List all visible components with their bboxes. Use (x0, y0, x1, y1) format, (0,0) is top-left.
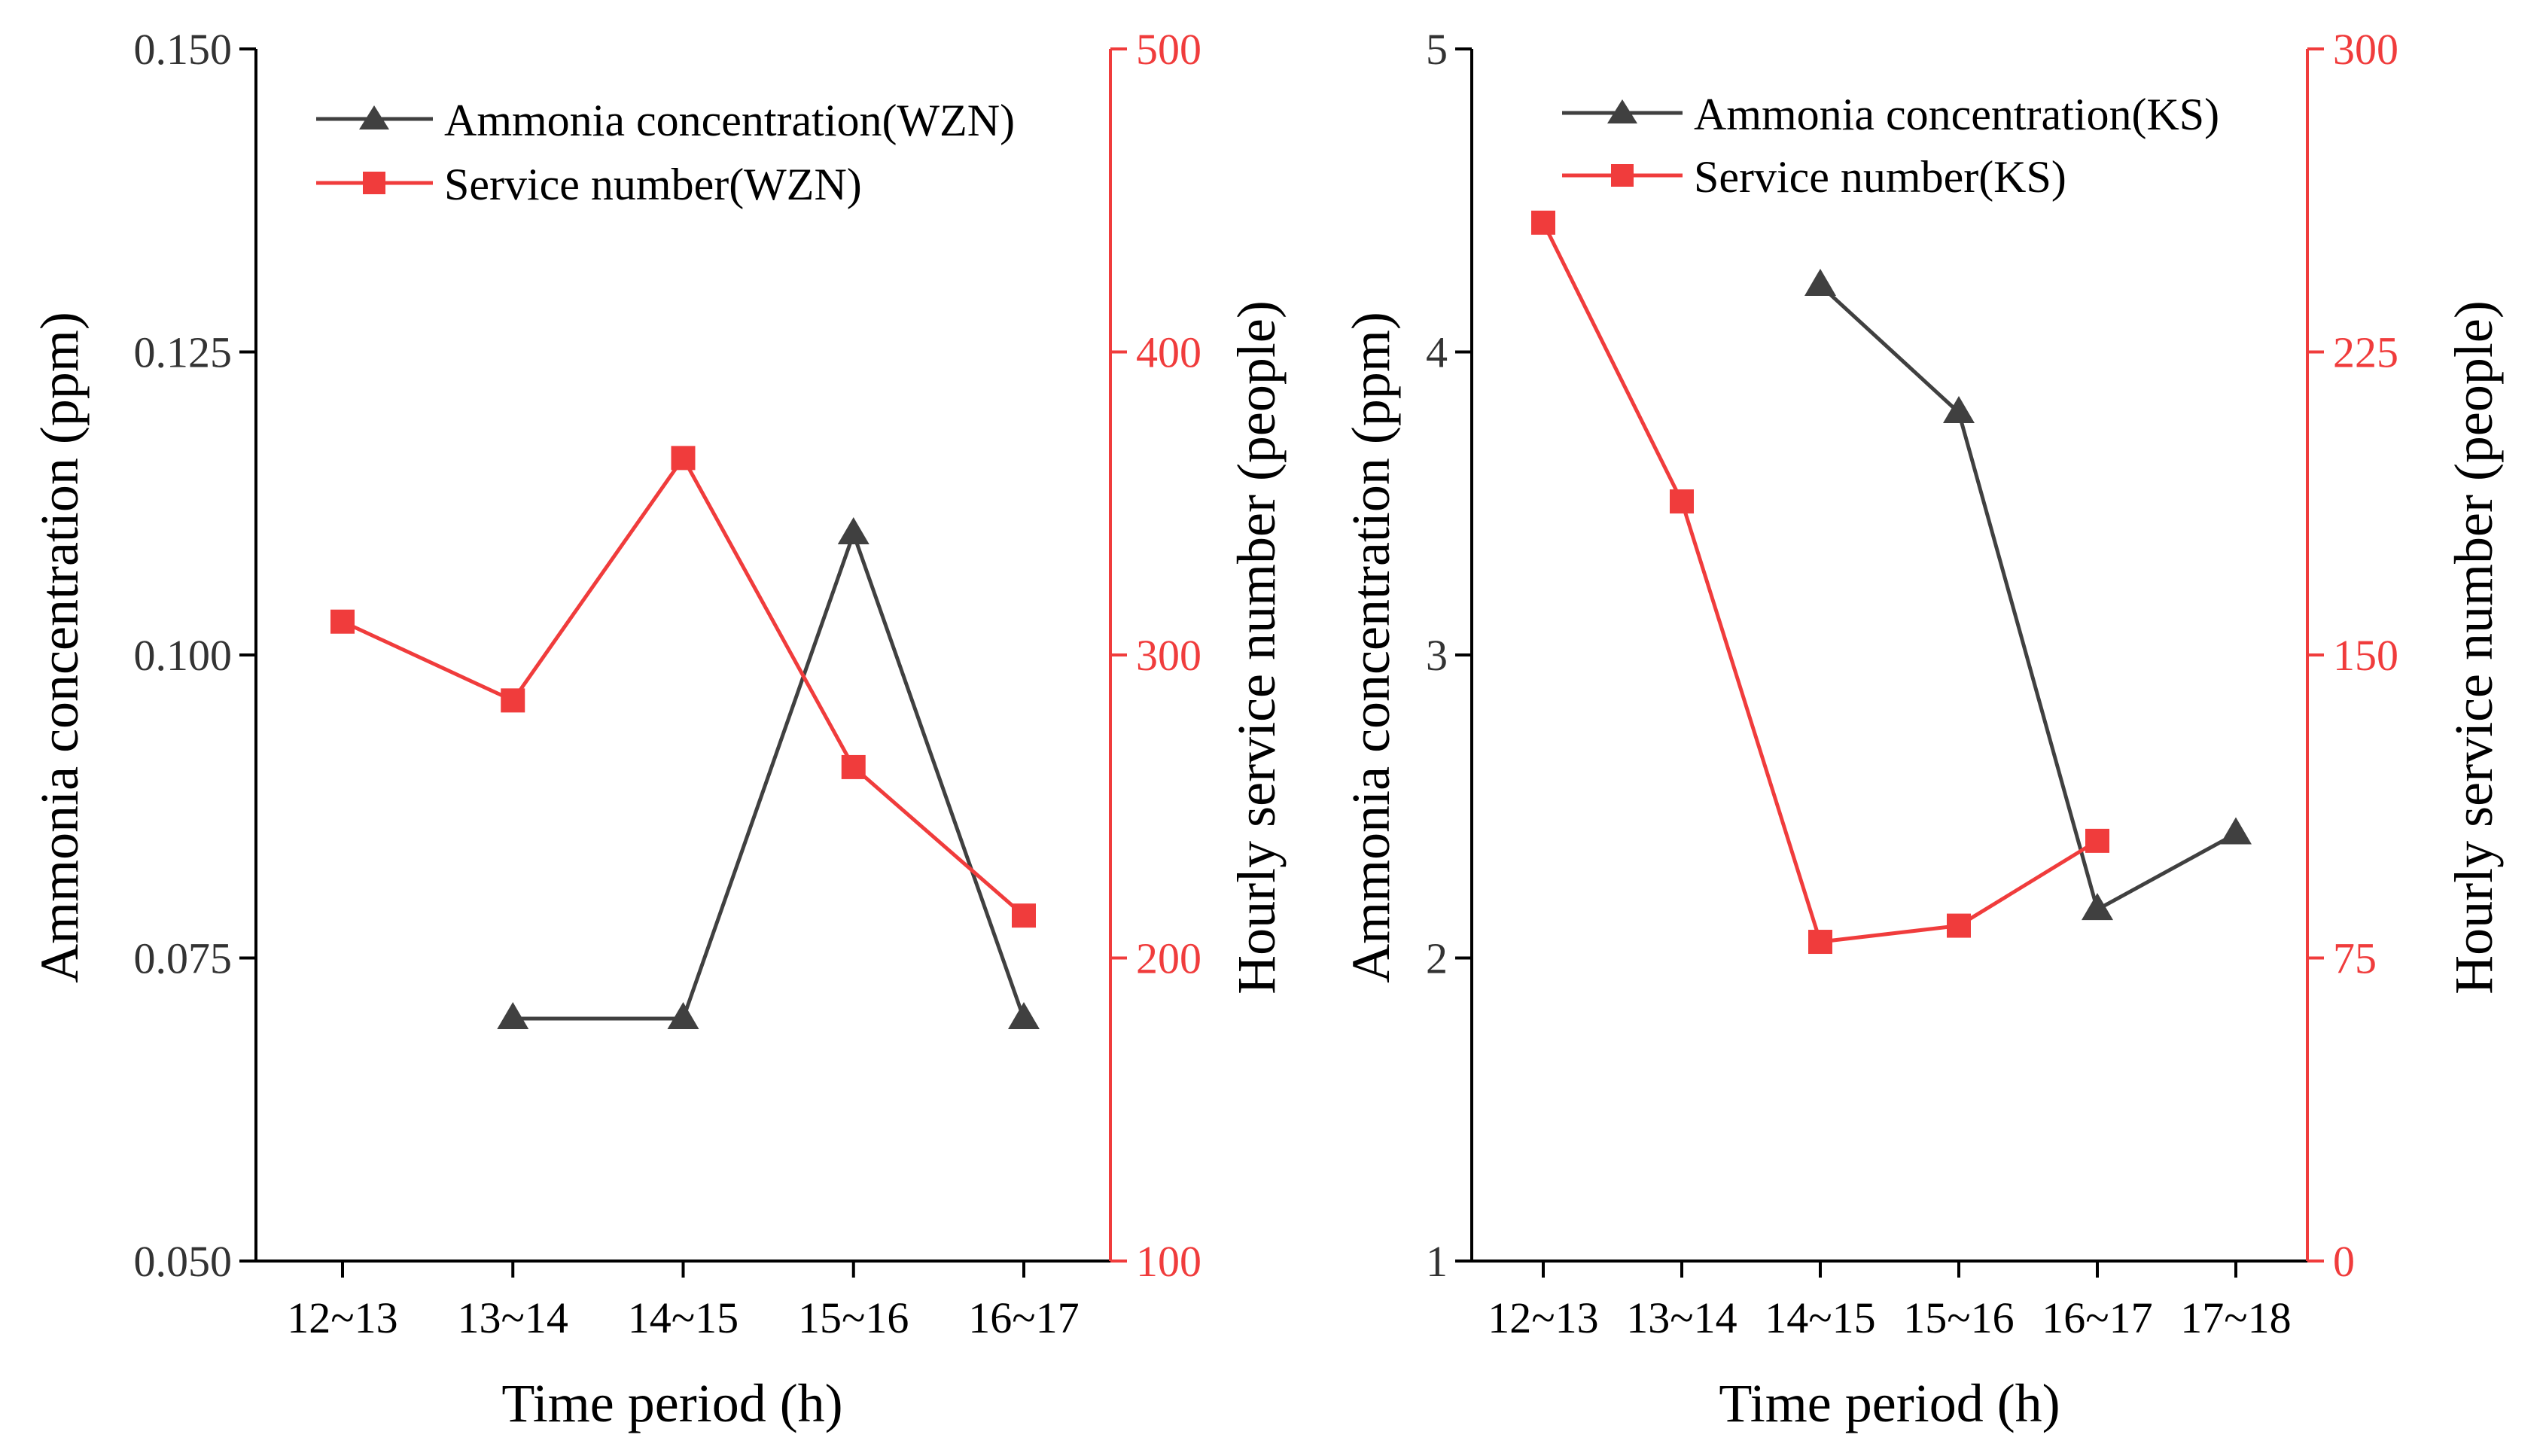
y-axis-left-label: Ammonia concentration (ppm) (29, 312, 90, 983)
right-tick-label: 500 (1136, 25, 1201, 74)
series-markers (330, 446, 1040, 1029)
x-tick-label: 16~17 (2042, 1293, 2152, 1342)
legend-triangle-marker (359, 105, 389, 129)
service-point (671, 446, 696, 471)
right-tick-label: 400 (1136, 328, 1201, 377)
x-axis-label: Time period (h) (501, 1373, 842, 1433)
ammonia-point (667, 1002, 699, 1029)
ammonia-point (837, 517, 869, 544)
left-tick-label: 5 (1426, 25, 1448, 74)
right-tick-label: 150 (2333, 631, 2398, 680)
right-axis-ticks: 0 75 150 225 300 (2307, 25, 2398, 1286)
x-tick-label: 13~14 (458, 1293, 568, 1342)
service-point (1012, 903, 1036, 928)
x-tick-label: 14~15 (628, 1293, 739, 1342)
left-tick-label: 1 (1426, 1237, 1448, 1286)
legend: Ammonia concentration(KS) Service number… (1562, 90, 2219, 202)
left-tick-label: 0.125 (134, 328, 233, 377)
legend-square-marker (363, 172, 385, 194)
ammonia-point (497, 1002, 529, 1029)
service-point (1670, 489, 1694, 514)
left-tick-label: 3 (1426, 631, 1448, 680)
service-point (1808, 930, 1832, 955)
service-point (2085, 828, 2109, 853)
service-line (341, 454, 1025, 918)
left-tick-label: 0.150 (134, 25, 233, 74)
legend-square-marker (1611, 164, 1634, 187)
service-point (1531, 210, 1555, 235)
plot-frame (254, 49, 1112, 1263)
ammonia-point (2220, 817, 2252, 845)
left-axis-ticks: 1 2 3 4 5 (1426, 25, 1472, 1286)
legend-label-service: Service number(KS) (1694, 152, 2066, 202)
x-axis-ticks: 12~13 13~14 14~15 15~16 16~17 17~18 (1488, 1261, 2292, 1342)
right-tick-label: 200 (1136, 934, 1201, 983)
x-tick-label: 16~17 (968, 1293, 1079, 1342)
ammonia-line (1819, 284, 2237, 912)
right-tick-label: 300 (1136, 631, 1201, 680)
x-tick-label: 14~15 (1765, 1293, 1875, 1342)
ammonia-point (1943, 396, 1975, 423)
series-markers (1531, 210, 2252, 955)
plot-frame (1470, 49, 2309, 1263)
x-axis-label: Time period (h) (1719, 1373, 2060, 1433)
right-axis-ticks: 100 200 300 400 500 (1110, 25, 1201, 1286)
right-tick-label: 0 (2333, 1237, 2355, 1286)
right-tick-label: 75 (2333, 934, 2377, 983)
x-tick-label: 13~14 (1626, 1293, 1737, 1342)
ammonia-point (1008, 1002, 1040, 1029)
service-point (330, 609, 355, 634)
right-tick-label: 300 (2333, 25, 2398, 74)
x-tick-label: 12~13 (1488, 1293, 1598, 1342)
ammonia-point (1804, 268, 1836, 296)
left-tick-label: 2 (1426, 934, 1448, 983)
service-line (1541, 221, 2099, 944)
y-axis-right-label: Hourly service number (people) (2444, 300, 2504, 995)
legend: Ammonia concentration(WZN) Service numbe… (316, 96, 1015, 209)
series-lines (341, 454, 1026, 1021)
series-lines (1541, 221, 2237, 944)
ammonia-point (2082, 893, 2113, 921)
left-tick-label: 0.100 (134, 631, 233, 680)
ammonia-line (513, 528, 1026, 1021)
legend-label-ammonia: Ammonia concentration(WZN) (444, 96, 1015, 145)
legend-triangle-marker (1607, 99, 1637, 123)
chart-panel-wzn: 0.050 0.075 0.100 0.125 0.150 100 200 300 400 50… (29, 25, 1287, 1433)
x-tick-label: 17~18 (2180, 1293, 2291, 1342)
y-axis-left-label: Ammonia concentration (ppm) (1341, 312, 1401, 983)
x-tick-label: 12~13 (287, 1293, 397, 1342)
x-axis-ticks: 12~13 13~14 14~15 15~16 16~17 (287, 1261, 1080, 1342)
left-tick-label: 4 (1426, 328, 1448, 377)
left-tick-label: 0.075 (134, 934, 233, 983)
legend-label-ammonia: Ammonia concentration(KS) (1694, 90, 2219, 139)
left-tick-label: 0.050 (134, 1237, 233, 1286)
service-point (1947, 913, 1971, 938)
right-tick-label: 100 (1136, 1237, 1201, 1286)
x-tick-label: 15~16 (798, 1293, 909, 1342)
legend-label-service: Service number(WZN) (444, 160, 862, 209)
service-point (841, 754, 866, 779)
left-axis-ticks: 0.050 0.075 0.100 0.125 0.150 (134, 25, 256, 1286)
service-point (501, 688, 525, 713)
y-axis-right-label: Hourly service number (people) (1226, 300, 1287, 995)
right-tick-label: 225 (2333, 328, 2398, 377)
x-tick-label: 15~16 (1903, 1293, 2014, 1342)
